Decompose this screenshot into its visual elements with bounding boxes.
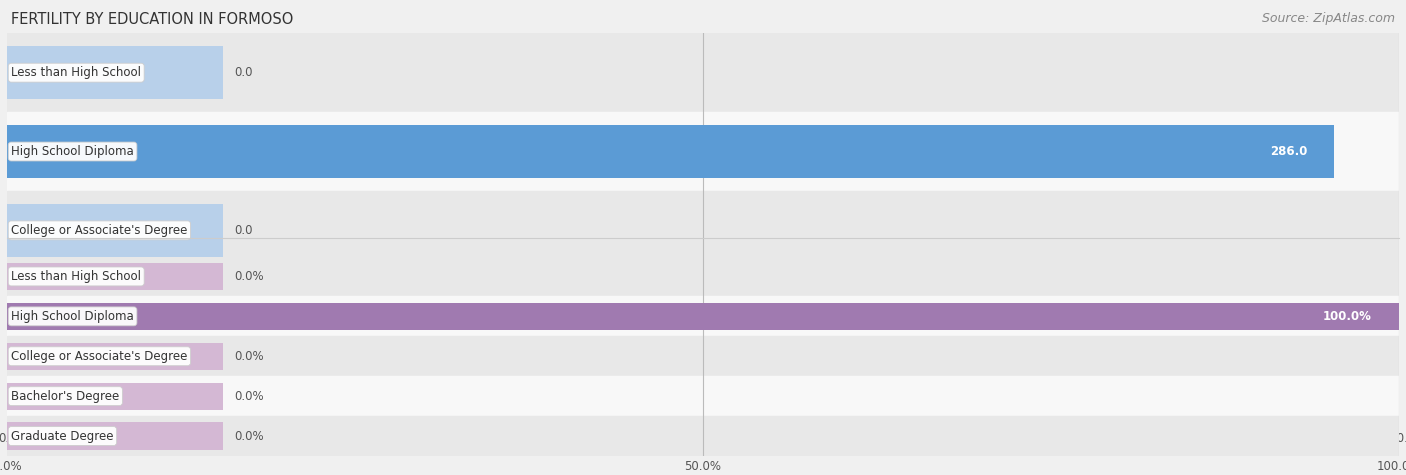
Bar: [7, 263, 222, 290]
Text: High School Diploma: High School Diploma: [11, 145, 134, 158]
Bar: [7, 256, 1399, 296]
Bar: [7, 303, 1399, 330]
Bar: [7, 349, 1399, 428]
Bar: [7, 125, 1334, 178]
Text: 0.0: 0.0: [233, 224, 253, 237]
Text: Less than High School: Less than High School: [11, 270, 141, 283]
Bar: [7, 416, 1399, 456]
Bar: [7, 382, 222, 410]
Text: 0.0%: 0.0%: [233, 270, 263, 283]
Bar: [7, 270, 1399, 349]
Text: FERTILITY BY EDUCATION IN FORMOSO: FERTILITY BY EDUCATION IN FORMOSO: [11, 12, 294, 27]
Bar: [7, 361, 222, 415]
Text: 286.0: 286.0: [1270, 145, 1308, 158]
Text: 0.0: 0.0: [233, 66, 253, 79]
Text: Bachelor's Degree: Bachelor's Degree: [11, 303, 120, 316]
Bar: [7, 336, 1399, 376]
Bar: [7, 46, 222, 99]
Bar: [7, 296, 1399, 336]
Text: Less than High School: Less than High School: [11, 66, 141, 79]
Text: 0.0%: 0.0%: [233, 390, 263, 403]
Text: 0.0: 0.0: [233, 303, 253, 316]
Bar: [7, 283, 222, 336]
Text: 0.0%: 0.0%: [233, 350, 263, 363]
Text: College or Associate's Degree: College or Associate's Degree: [11, 350, 187, 363]
Bar: [7, 342, 222, 370]
Bar: [7, 191, 1399, 270]
Bar: [7, 33, 1399, 112]
Text: Source: ZipAtlas.com: Source: ZipAtlas.com: [1261, 12, 1395, 25]
Text: 0.0: 0.0: [233, 381, 253, 395]
Text: Graduate Degree: Graduate Degree: [11, 381, 114, 395]
Bar: [7, 422, 222, 450]
Text: High School Diploma: High School Diploma: [11, 310, 134, 323]
Text: 100.0%: 100.0%: [1322, 310, 1371, 323]
Bar: [7, 204, 222, 257]
Text: 0.0%: 0.0%: [233, 429, 263, 443]
Bar: [7, 112, 1399, 191]
Text: Bachelor's Degree: Bachelor's Degree: [11, 390, 120, 403]
Text: Graduate Degree: Graduate Degree: [11, 429, 114, 443]
Bar: [7, 376, 1399, 416]
Text: College or Associate's Degree: College or Associate's Degree: [11, 224, 187, 237]
